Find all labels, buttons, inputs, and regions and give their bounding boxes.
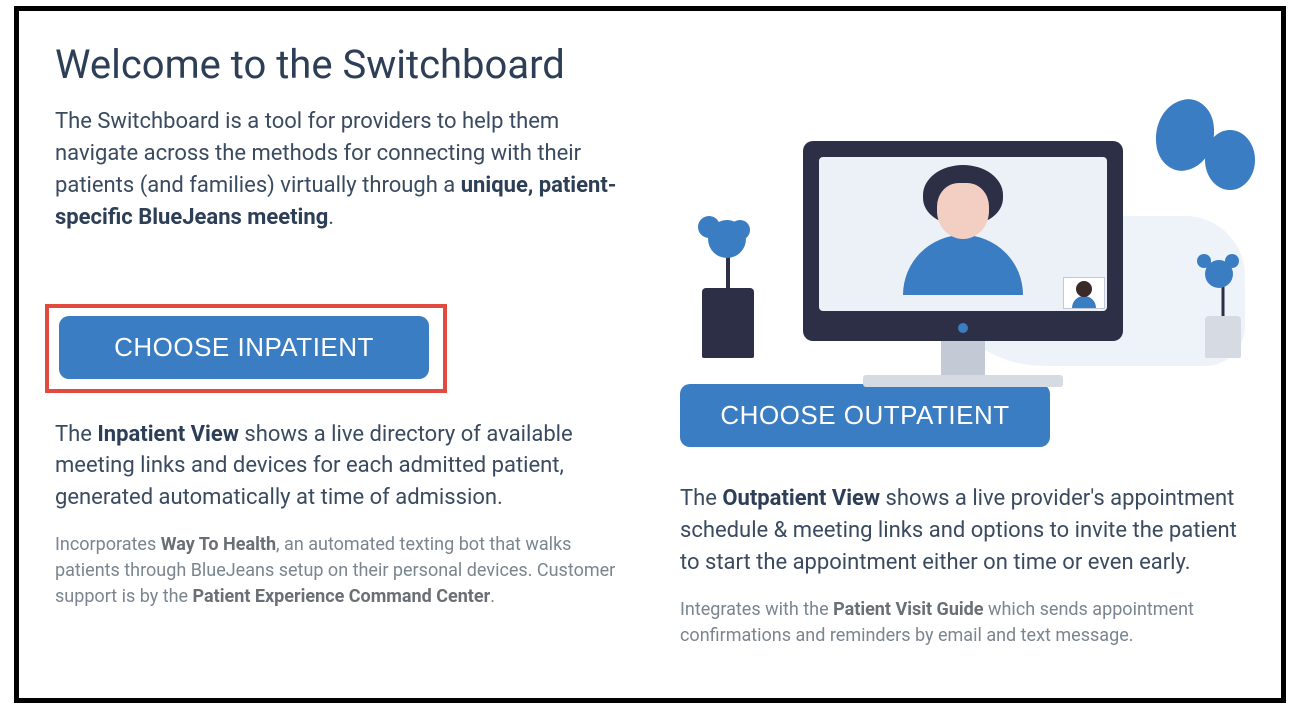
right-column: CHOOSE OUTPATIENT The Outpatient View sh…	[680, 106, 1245, 649]
outpatient-desc-bold: Outpatient View	[722, 486, 880, 511]
columns: The Switchboard is a tool for providers …	[55, 106, 1245, 649]
potted-plant-right-icon	[1205, 316, 1241, 358]
monitor-power-dot	[958, 323, 968, 333]
telehealth-illustration	[680, 106, 1245, 366]
intro-paragraph: The Switchboard is a tool for providers …	[55, 106, 620, 234]
outpatient-button-wrap: CHOOSE OUTPATIENT	[670, 376, 1064, 457]
video-call-avatar-icon	[903, 165, 1023, 295]
outpatient-description: The Outpatient View shows a live provide…	[680, 483, 1245, 579]
inpatient-note: Incorporates Way To Health, an automated…	[55, 532, 620, 610]
intro-text-after: .	[328, 205, 334, 230]
outpatient-note-before: Integrates with the	[680, 599, 833, 620]
inpatient-desc-before: The	[55, 422, 97, 447]
left-column: The Switchboard is a tool for providers …	[55, 106, 620, 649]
page-title: Welcome to the Switchboard	[55, 41, 1245, 88]
picture-in-picture-icon	[1063, 277, 1105, 309]
inpatient-desc-bold: Inpatient View	[97, 422, 239, 447]
monitor-icon	[803, 141, 1123, 341]
monitor-screen	[819, 157, 1107, 311]
outpatient-desc-before: The	[680, 486, 722, 511]
outpatient-note-bold: Patient Visit Guide	[833, 599, 983, 620]
inpatient-note-1-bold: Way To Health	[161, 534, 276, 555]
choose-inpatient-button[interactable]: CHOOSE INPATIENT	[59, 316, 429, 379]
inpatient-description: The Inpatient View shows a live director…	[55, 419, 620, 515]
inpatient-button-highlight: CHOOSE INPATIENT	[45, 304, 447, 393]
potted-plant-left-icon	[702, 288, 754, 358]
choose-outpatient-button[interactable]: CHOOSE OUTPATIENT	[680, 384, 1050, 447]
inpatient-note-2-bold: Patient Experience Command Center	[193, 586, 491, 607]
inpatient-note-1-before: Incorporates	[55, 534, 161, 555]
outpatient-note: Integrates with the Patient Visit Guide …	[680, 597, 1245, 649]
content-frame: Welcome to the Switchboard The Switchboa…	[14, 6, 1286, 703]
inpatient-note-2-after: .	[490, 586, 495, 607]
